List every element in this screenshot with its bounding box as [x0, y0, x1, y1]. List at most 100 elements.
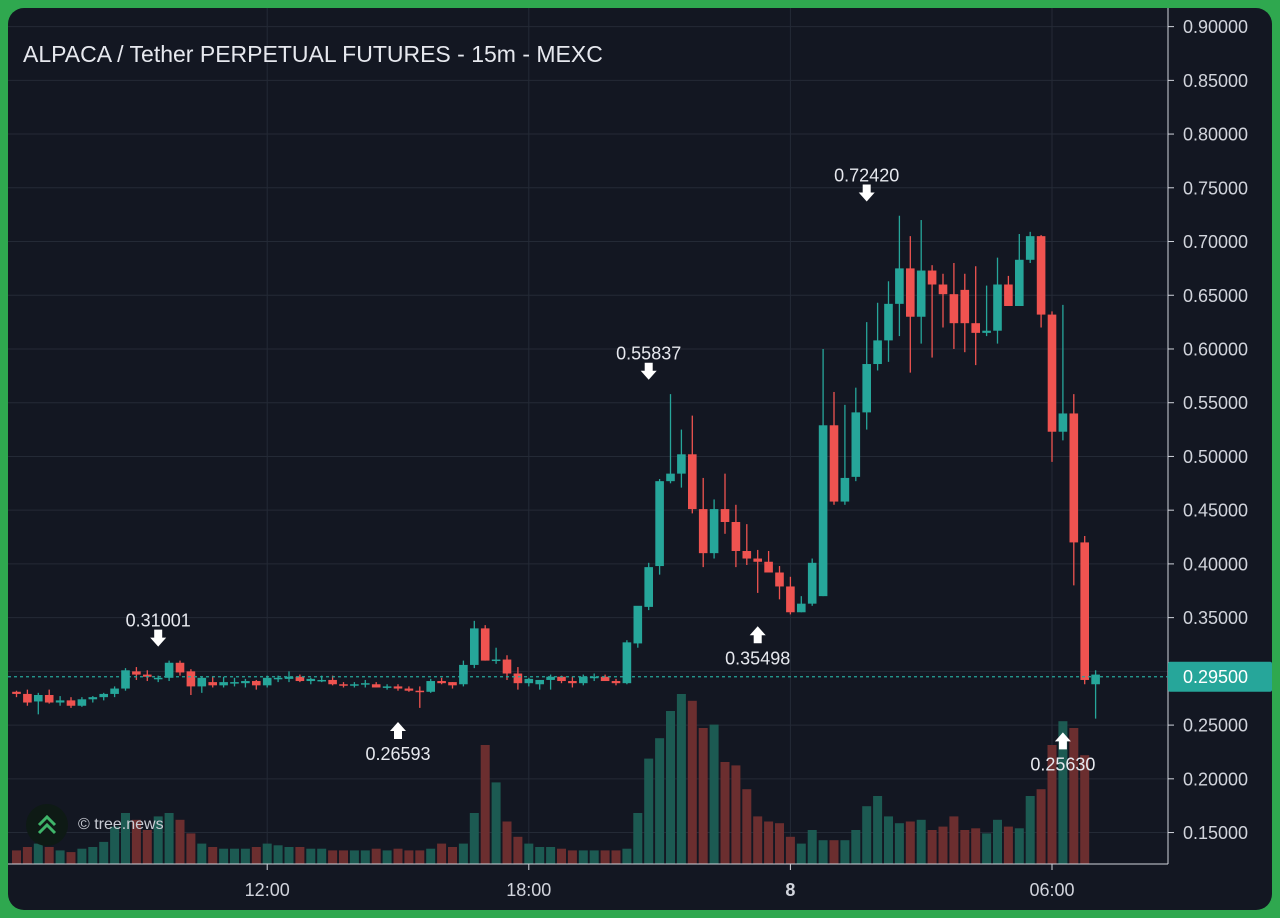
candle-body	[709, 509, 719, 554]
candle-body	[655, 481, 664, 567]
volume-bar	[142, 830, 152, 864]
candle-body	[241, 681, 250, 684]
volume-bar	[458, 843, 468, 864]
price-annotation-label: 0.25630	[1030, 754, 1095, 774]
volume-bar	[382, 850, 392, 864]
candle-body	[284, 676, 294, 679]
price-tick-label: 0.45000	[1183, 501, 1248, 521]
candle-body	[1069, 413, 1079, 543]
price-tick-label: 0.50000	[1183, 447, 1248, 467]
candle-body	[633, 605, 643, 644]
volume-bar	[208, 847, 218, 864]
candle-body	[252, 681, 261, 686]
volume-bar	[666, 711, 675, 864]
volume-bar	[295, 847, 305, 864]
volume-bar	[131, 819, 141, 864]
candle-body	[77, 699, 87, 706]
candle-body	[589, 676, 599, 679]
volume-bar	[796, 843, 806, 864]
volume-bar	[1058, 721, 1068, 864]
candle-body	[731, 521, 741, 552]
candle-body	[993, 284, 1002, 331]
volume-bar	[742, 789, 752, 864]
time-tick-label: 18:00	[506, 880, 551, 900]
candle-body	[688, 454, 697, 510]
volume-bar	[938, 826, 948, 864]
price-tick-label: 0.25000	[1183, 716, 1248, 736]
volume-bar	[44, 847, 54, 864]
volume-bar	[99, 841, 109, 864]
candle-body	[949, 294, 959, 324]
volume-bar	[851, 830, 861, 864]
candle-body	[906, 268, 915, 317]
volume-bar	[818, 840, 828, 864]
volume-bar	[33, 843, 43, 864]
volume-bar	[262, 843, 272, 864]
volume-bar	[469, 813, 479, 864]
volume-bar	[240, 848, 250, 864]
candle-body	[339, 684, 348, 686]
volume-bar	[949, 816, 959, 864]
candle-body	[143, 674, 152, 677]
price-tick-label: 0.20000	[1183, 769, 1248, 789]
price-tick-label: 0.70000	[1183, 232, 1248, 252]
candle-body	[1047, 314, 1057, 432]
candle-body	[480, 628, 490, 661]
candle-body	[1025, 236, 1035, 260]
volume-bar	[916, 819, 926, 864]
candle-body	[23, 693, 32, 703]
arrow-up-icon	[1054, 732, 1071, 750]
candle-body	[622, 642, 632, 684]
candle-body	[328, 679, 337, 685]
candle-body	[219, 682, 228, 686]
volume-bar	[862, 806, 872, 864]
price-tick-label: 0.15000	[1183, 823, 1248, 843]
candle-body	[982, 330, 991, 333]
candle-body	[1080, 542, 1089, 680]
volume-bar	[480, 745, 490, 864]
candle-body	[862, 364, 871, 413]
candle-body	[797, 603, 806, 613]
candle-body	[775, 572, 784, 587]
volume-bar	[1036, 789, 1046, 864]
candle-body	[44, 695, 54, 703]
volume-bar	[360, 850, 370, 864]
price-chart[interactable]: 0.90000 0.85000 0.80000 0.75000 0.70000 0.650…	[8, 8, 1272, 910]
price-tick-label: 0.80000	[1183, 125, 1248, 145]
candle-body	[197, 677, 207, 687]
volume-bar	[840, 840, 850, 864]
volume-bar	[219, 848, 229, 864]
candle-body	[88, 697, 98, 700]
volume-bar	[284, 847, 294, 864]
candle-body	[230, 682, 239, 684]
volume-bar	[415, 850, 425, 864]
volume-bar	[578, 850, 588, 864]
volume-bar	[502, 821, 512, 864]
volume-bar	[785, 836, 795, 864]
volume-bar	[535, 847, 545, 864]
volume-bar	[873, 796, 883, 864]
candle-body	[66, 700, 76, 706]
arrow-down-icon	[858, 184, 875, 202]
volume-bar	[775, 823, 784, 864]
candle-body	[470, 628, 479, 665]
volume-bar	[197, 843, 207, 864]
candle-body	[698, 509, 708, 554]
annotations: 0.31001 0.26593 0.55837 0.35498 0.72420 0.256…	[126, 166, 1096, 775]
volume-bar	[317, 848, 327, 864]
volume-bars	[12, 694, 1090, 864]
candle-body	[164, 662, 174, 678]
volume-bar	[720, 762, 730, 864]
volume-bar	[807, 830, 817, 864]
price-tick-label: 0.40000	[1183, 554, 1248, 574]
candle-body	[840, 477, 850, 502]
volume-bar	[622, 848, 632, 864]
volume-bar	[1014, 828, 1024, 864]
price-tick-label: 0.85000	[1183, 71, 1248, 91]
candle-body	[262, 677, 272, 686]
candle-body	[546, 676, 555, 680]
volume-bar	[589, 850, 599, 864]
candle-body	[938, 284, 948, 295]
volume-bar	[121, 813, 130, 864]
volume-bar	[251, 847, 261, 864]
